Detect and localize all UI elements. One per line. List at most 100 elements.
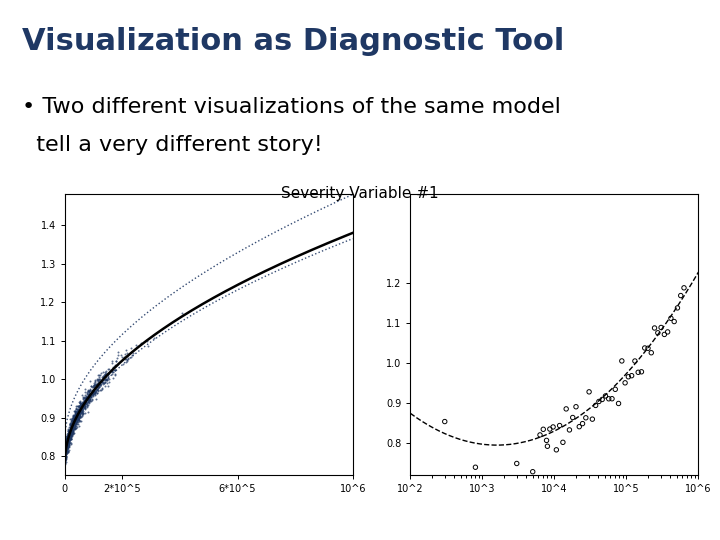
Text: • Two different visualizations of the same model: • Two different visualizations of the sa… <box>22 97 560 117</box>
Point <box>107 367 118 376</box>
Point <box>63 438 75 447</box>
Point <box>77 402 89 410</box>
Point <box>68 413 79 422</box>
Point <box>107 373 118 382</box>
Point <box>68 420 80 429</box>
Point <box>80 395 91 404</box>
Point <box>71 413 83 421</box>
Point <box>60 442 71 451</box>
Point <box>63 427 75 435</box>
Point <box>71 406 83 415</box>
Point <box>72 409 84 418</box>
Point <box>60 442 72 451</box>
Point <box>68 417 79 426</box>
Point <box>122 349 133 357</box>
Point <box>81 396 93 404</box>
Point <box>60 448 72 456</box>
Point <box>83 392 94 401</box>
Point <box>99 375 110 383</box>
Point <box>67 421 78 430</box>
Point <box>109 366 121 374</box>
Point <box>88 384 99 393</box>
Point <box>148 334 160 342</box>
Point <box>73 407 84 415</box>
Point <box>89 377 100 386</box>
Point <box>109 370 121 379</box>
Point <box>596 395 608 404</box>
Point <box>61 440 73 448</box>
Point <box>61 440 73 449</box>
Point <box>63 430 75 439</box>
Point <box>80 397 91 406</box>
Point <box>62 435 73 444</box>
Point <box>61 440 73 448</box>
Point <box>93 381 104 389</box>
Point <box>63 435 74 443</box>
Point <box>74 399 86 407</box>
Point <box>78 396 90 405</box>
Point <box>63 442 74 450</box>
Point <box>60 442 72 450</box>
Point <box>73 415 84 424</box>
Point <box>64 434 76 442</box>
Point <box>71 418 83 427</box>
Point <box>66 423 77 431</box>
Point <box>75 409 86 418</box>
Point <box>115 350 127 359</box>
Point <box>65 428 76 437</box>
Point <box>59 453 71 462</box>
Point <box>534 430 546 439</box>
Point <box>60 453 71 462</box>
Point <box>78 401 90 410</box>
Point <box>63 423 75 431</box>
Point <box>63 428 75 436</box>
Point <box>63 438 74 447</box>
Point <box>67 423 78 431</box>
Point <box>60 449 71 458</box>
Text: Visualization as Diagnostic Tool: Visualization as Diagnostic Tool <box>22 27 564 56</box>
Point <box>527 468 539 476</box>
Point <box>60 437 72 446</box>
Point <box>60 442 71 450</box>
Point <box>63 438 75 447</box>
Point <box>81 392 93 401</box>
Point <box>76 400 87 408</box>
Point <box>511 459 523 468</box>
Point <box>96 379 107 388</box>
Point <box>99 368 111 376</box>
Point <box>88 379 99 387</box>
Point <box>62 435 73 443</box>
Point <box>60 444 72 453</box>
Point <box>66 429 77 437</box>
Point <box>76 406 87 415</box>
Point <box>87 387 99 395</box>
Point <box>78 393 89 402</box>
Point <box>91 383 103 391</box>
Point <box>62 442 73 451</box>
Point <box>66 431 77 440</box>
Point <box>71 410 82 418</box>
Point <box>75 399 86 408</box>
Point <box>81 399 92 408</box>
Point <box>69 415 81 424</box>
Point <box>68 412 79 421</box>
Point <box>84 397 95 406</box>
Point <box>88 390 99 399</box>
Point <box>83 394 94 403</box>
Point <box>61 437 73 446</box>
Point <box>76 406 88 414</box>
Point <box>81 401 93 410</box>
Text: tell a very different story!: tell a very different story! <box>22 135 323 155</box>
Point <box>95 368 107 377</box>
Point <box>63 435 74 443</box>
Point <box>68 421 80 430</box>
Point <box>99 378 110 387</box>
Point <box>64 434 76 443</box>
Point <box>547 423 559 431</box>
Point <box>62 432 73 441</box>
Point <box>78 403 89 411</box>
Point <box>61 445 73 454</box>
Point <box>62 430 73 439</box>
Point <box>73 409 84 417</box>
Point <box>84 387 95 395</box>
